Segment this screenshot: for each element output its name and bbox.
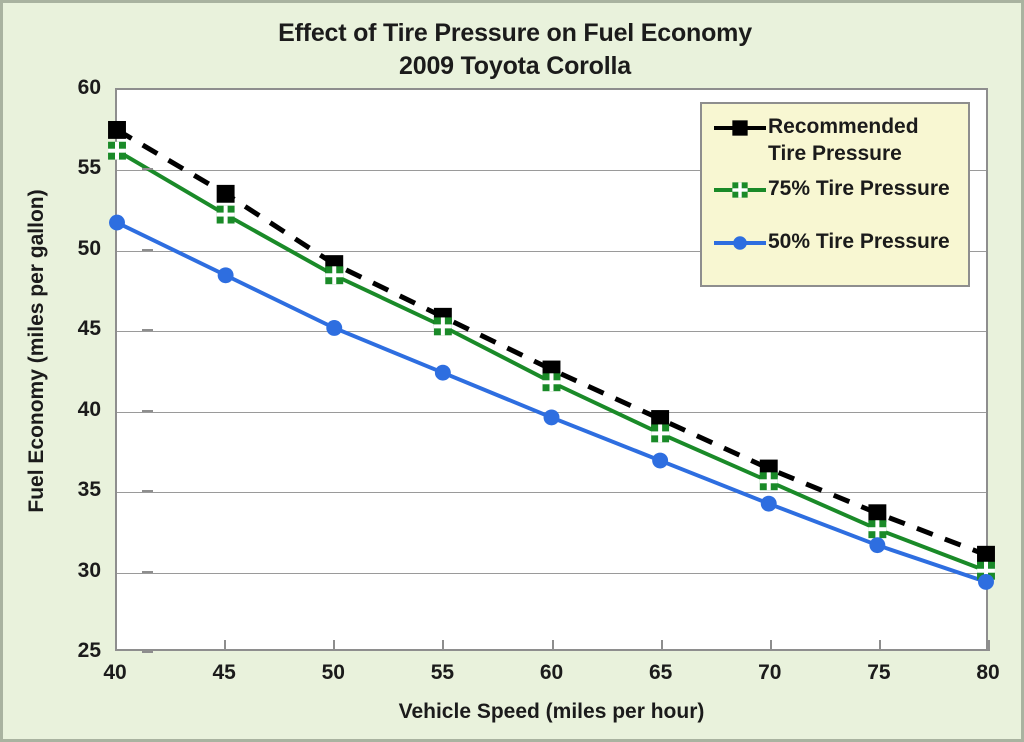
- x-axis-title: Vehicle Speed (miles per hour): [398, 700, 705, 723]
- x-axis-tick-label: 75: [867, 661, 891, 684]
- y-axis-tick-label: 35: [77, 478, 101, 502]
- x-axis-tick-label: 65: [648, 661, 673, 684]
- legend-label: 75% Tire Pressure: [768, 177, 950, 200]
- legend-symbol-circle-icon: [712, 230, 768, 256]
- x-axis-tick-label: 70: [758, 661, 782, 684]
- x-axis-tick-mark: [660, 640, 663, 651]
- x-axis-tick-mark: [988, 640, 990, 651]
- x-axis-tick-mark: [224, 640, 227, 651]
- y-axis-tick-label: 30: [77, 558, 101, 582]
- x-axis-tick-mark: [769, 640, 772, 651]
- y-axis-tick-label: 45: [77, 317, 101, 341]
- x-axis-tick-mark: [551, 640, 554, 651]
- series-markers-1: [108, 141, 995, 580]
- legend-item-2[interactable]: 50% Tire Pressure: [712, 229, 950, 256]
- legend-item-0[interactable]: Recommended Tire Pressure: [712, 114, 919, 168]
- x-axis-tick-mark: [115, 640, 117, 651]
- y-axis-tick-label: 50: [77, 236, 101, 260]
- gridline: [117, 170, 986, 172]
- y-axis-tick-label: 60: [77, 76, 101, 99]
- x-axis-tick-label: 45: [212, 661, 236, 684]
- series-line-0: [115, 127, 987, 558]
- y-axis-tick-mark: [142, 570, 153, 573]
- legend-label: 50% Tire Pressure: [768, 230, 950, 253]
- y-axis-ticks: 25 30 35 40 45 50 55 60: [39, 3, 153, 739]
- x-axis-tick-mark: [333, 640, 336, 651]
- x-axis-tick-label: 60: [539, 661, 564, 684]
- gridline: [117, 331, 986, 333]
- y-axis-tick-mark: [142, 248, 153, 251]
- y-axis-tick-mark: [142, 409, 153, 412]
- x-axis-tick-label: 50: [321, 661, 345, 684]
- chart-legend: Recommended Tire Pressure 75% Tire Pressu…: [700, 102, 970, 287]
- x-axis-tick-label: 80: [976, 661, 1000, 684]
- legend-symbol-square-crossed-icon: [712, 177, 768, 203]
- x-axis-tick-label: 40: [103, 661, 127, 684]
- gridline: [117, 572, 986, 574]
- y-axis-tick-mark: [142, 329, 153, 332]
- y-axis-tick-mark: [142, 651, 153, 653]
- y-axis-title: Fuel Economy (miles per gallon): [25, 189, 48, 513]
- series-canvas: [108, 120, 995, 590]
- gridline: [117, 492, 986, 494]
- gridline: [117, 250, 986, 252]
- legend-label: Recommended Tire Pressure: [768, 115, 919, 165]
- chart-subtitle: 2009 Toyota Corolla: [399, 52, 631, 80]
- y-axis-tick-mark: [142, 88, 153, 90]
- y-axis-tick-mark: [142, 490, 153, 493]
- y-axis-tick-label: 25: [77, 639, 101, 662]
- y-axis-tick-mark: [142, 168, 153, 171]
- x-axis-tick-mark: [878, 640, 881, 651]
- series-markers-2: [109, 214, 994, 590]
- x-axis-tick-label: 55: [430, 661, 455, 684]
- chart-title-main: Effect of Tire Pressure on Fuel Economy: [278, 19, 752, 47]
- y-axis-tick-label: 55: [77, 156, 101, 180]
- legend-item-1[interactable]: 75% Tire Pressure: [712, 176, 950, 203]
- chart-title: Effect of Tire Pressure on Fuel Economy …: [3, 17, 1021, 83]
- y-axis-tick-label: 40: [77, 397, 101, 421]
- x-axis-tick-mark: [442, 640, 445, 651]
- legend-symbol-square-icon: [712, 115, 768, 141]
